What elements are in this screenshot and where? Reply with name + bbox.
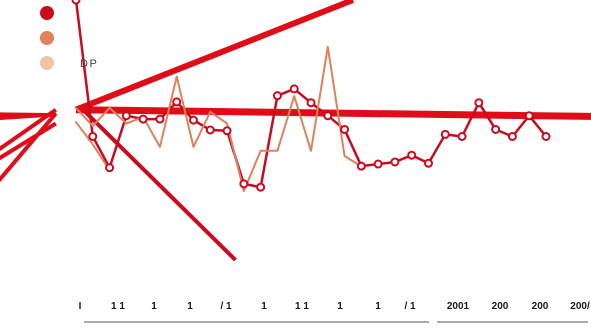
series-0-point-27 bbox=[524, 111, 534, 121]
overlay-stroke-6 bbox=[0, 112, 56, 118]
x-tick-label-13: 200/ bbox=[570, 301, 590, 312]
marker-layer bbox=[71, 0, 551, 192]
legend-swatch-1 bbox=[40, 31, 54, 45]
x-axis: I 1 1 1 1 / 1 1 1 1 1 1 / 1 2001 200 200 200/ bbox=[79, 301, 590, 323]
legend-swatch-0 bbox=[40, 6, 54, 20]
x-tick-label-3: 1 bbox=[187, 301, 193, 312]
series-0-point-6 bbox=[172, 97, 182, 107]
series-0-point-17 bbox=[356, 161, 366, 171]
series-0-point-16 bbox=[340, 124, 350, 134]
series-0-point-2 bbox=[105, 163, 115, 173]
series-line-1 bbox=[75, 45, 363, 193]
legend: DP bbox=[40, 6, 98, 70]
x-tick-label-1: 1 1 bbox=[111, 301, 125, 312]
overlay-stroke-0 bbox=[75, 106, 591, 120]
series-0-point-0 bbox=[71, 0, 81, 5]
x-tick-label-0: I bbox=[79, 301, 82, 312]
series-0-point-13 bbox=[289, 84, 299, 94]
series-0-point-1 bbox=[88, 132, 98, 141]
x-tick-label-10: 2001 bbox=[447, 301, 470, 312]
series-0-point-9 bbox=[222, 126, 232, 136]
series-line-2 bbox=[75, 121, 111, 172]
series-0-point-12 bbox=[272, 91, 282, 101]
series-0-point-15 bbox=[323, 111, 333, 121]
x-tick-label-11: 200 bbox=[492, 301, 509, 312]
x-tick-label-8: 1 bbox=[375, 301, 381, 312]
legend-swatch-2 bbox=[40, 56, 54, 70]
series-0-point-14 bbox=[306, 98, 316, 108]
overlay-stroke-7 bbox=[0, 112, 58, 182]
series-0-point-20 bbox=[407, 150, 417, 160]
x-tick-label-4: / 1 bbox=[220, 301, 232, 312]
series-layer bbox=[74, 0, 548, 193]
x-tick-label-12: 200 bbox=[532, 301, 549, 312]
x-tick-label-9: / 1 bbox=[404, 301, 416, 312]
overlay-stroke-1 bbox=[74, 0, 355, 113]
series-0-point-18 bbox=[373, 159, 383, 169]
overlay-stroke-2 bbox=[82, 109, 237, 262]
series-0-point-11 bbox=[256, 182, 266, 192]
x-tick-label-7: 1 bbox=[337, 301, 343, 312]
legend-label-2: DP bbox=[80, 58, 98, 70]
overlay-stroke-4 bbox=[0, 121, 57, 161]
series-0-point-4 bbox=[138, 114, 148, 124]
x-tick-label-6: 1 1 bbox=[295, 301, 309, 312]
series-0-point-8 bbox=[205, 125, 215, 135]
series-0-point-23 bbox=[457, 132, 467, 141]
x-tick-label-2: 1 bbox=[151, 301, 157, 312]
series-0-point-5 bbox=[155, 114, 165, 124]
series-0-point-28 bbox=[541, 132, 551, 141]
series-0-point-22 bbox=[440, 129, 450, 139]
series-0-point-21 bbox=[424, 158, 433, 168]
x-tick-label-5: 1 bbox=[261, 301, 267, 312]
series-0-point-10 bbox=[239, 179, 249, 189]
series-0-point-19 bbox=[390, 157, 400, 167]
series-0-point-24 bbox=[474, 98, 484, 108]
series-0-point-25 bbox=[491, 124, 501, 134]
series-line-0 bbox=[74, 0, 548, 189]
series-0-point-26 bbox=[507, 132, 517, 141]
overlay-layer bbox=[0, 0, 591, 262]
series-0-point-3 bbox=[121, 111, 131, 121]
series-0-point-7 bbox=[189, 115, 198, 125]
